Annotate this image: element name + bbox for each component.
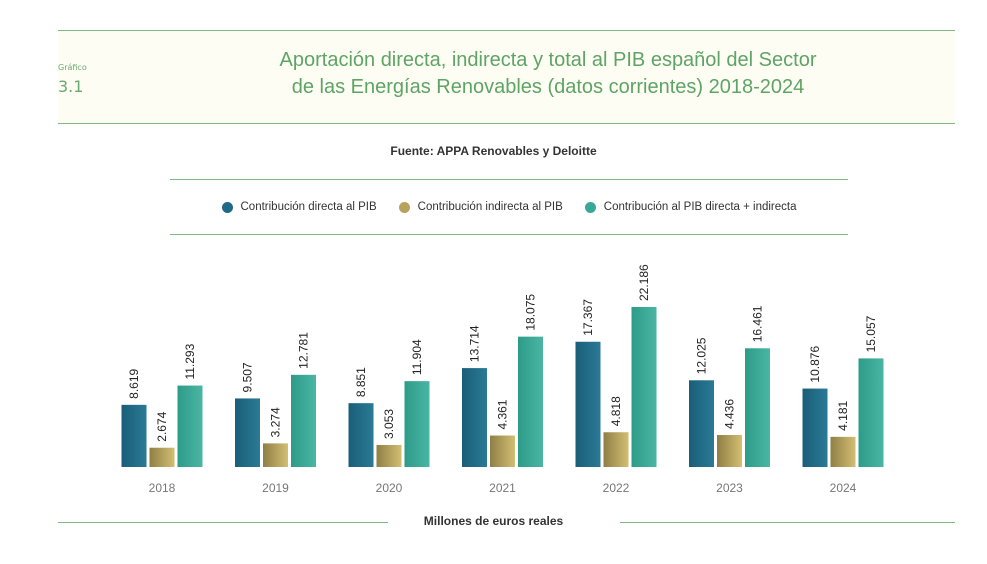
title-line-2: de las Energías Renovables (datos corrie… [291, 76, 805, 98]
bar [149, 447, 175, 467]
legend-item-total: Contribución al PIB directa + indirecta [584, 201, 797, 213]
data-label: 2.674 [155, 411, 169, 441]
bar [830, 436, 856, 467]
data-label: 4.436 [723, 399, 737, 429]
data-label: 16.461 [751, 305, 765, 342]
data-label: 22.186 [637, 264, 651, 301]
chart-title: Aportación directa, indirecta y total al… [158, 47, 938, 101]
data-label: 15.057 [864, 315, 878, 352]
bar [348, 403, 374, 467]
bar [631, 307, 657, 467]
data-label: 4.361 [496, 399, 510, 429]
legend-label: Contribución directa al PIB [240, 201, 377, 213]
data-label: 13.714 [468, 325, 482, 362]
bar [121, 404, 147, 467]
bar [603, 432, 629, 467]
legend-label: Contribución al PIB directa + indirecta [603, 201, 797, 213]
legend-dot-icon [584, 201, 596, 213]
data-label: 8.851 [354, 367, 368, 397]
legend: Contribución directa al PIB Contribución… [170, 179, 848, 235]
legend-label: Contribución indirecta al PIB [417, 201, 563, 213]
data-label: 3.053 [382, 409, 396, 439]
bar [263, 443, 288, 467]
bar [490, 435, 515, 467]
bar [404, 381, 430, 467]
data-label: 11.904 [410, 339, 424, 375]
source-note: Fuente: APPA Renovables y Deloitte [390, 144, 597, 158]
legend-dot-icon [398, 201, 410, 213]
bar [745, 348, 770, 467]
x-tick-label: 2022 [603, 481, 630, 495]
x-tick-label: 2019 [262, 481, 289, 495]
unit-label: Millones de euros reales [423, 514, 564, 528]
data-label: 11.293 [183, 343, 197, 379]
chart-header: Gráfico 3.1 Aportación directa, indirect… [58, 30, 955, 124]
bar [462, 368, 487, 467]
chart-number: 3.1 [58, 77, 84, 96]
data-label: 18.075 [524, 294, 538, 331]
bar [235, 398, 260, 467]
x-tick-label: 2024 [830, 481, 857, 495]
legend-item-indirecta: Contribución indirecta al PIB [398, 201, 563, 213]
chart-label: Gráfico [58, 63, 87, 72]
legend-dot-icon [221, 201, 233, 213]
data-label: 12.025 [695, 337, 709, 374]
bar [518, 336, 543, 467]
x-tick-label: 2021 [489, 481, 516, 495]
bar [717, 435, 742, 467]
bar [858, 358, 884, 467]
bar [802, 388, 828, 467]
bar [575, 341, 601, 467]
data-label: 9.507 [241, 362, 255, 392]
data-label: 4.181 [836, 400, 850, 430]
x-tick-label: 2018 [149, 481, 176, 495]
data-label: 3.274 [269, 407, 283, 437]
data-label: 10.876 [808, 346, 822, 383]
bar [291, 374, 316, 467]
data-label: 17.367 [581, 299, 595, 336]
data-label: 4.818 [609, 396, 623, 426]
data-label: 8.619 [127, 368, 141, 398]
x-tick-label: 2023 [716, 481, 743, 495]
title-line-1: Aportación directa, indirecta y total al… [279, 49, 817, 71]
data-label: 12.781 [297, 332, 311, 369]
footer-line-right [620, 522, 955, 523]
bar [376, 444, 402, 467]
bar [177, 385, 203, 467]
bar [689, 380, 714, 467]
footer-line-left [58, 522, 388, 523]
x-tick-label: 2020 [376, 481, 403, 495]
legend-item-directa: Contribución directa al PIB [221, 201, 377, 213]
